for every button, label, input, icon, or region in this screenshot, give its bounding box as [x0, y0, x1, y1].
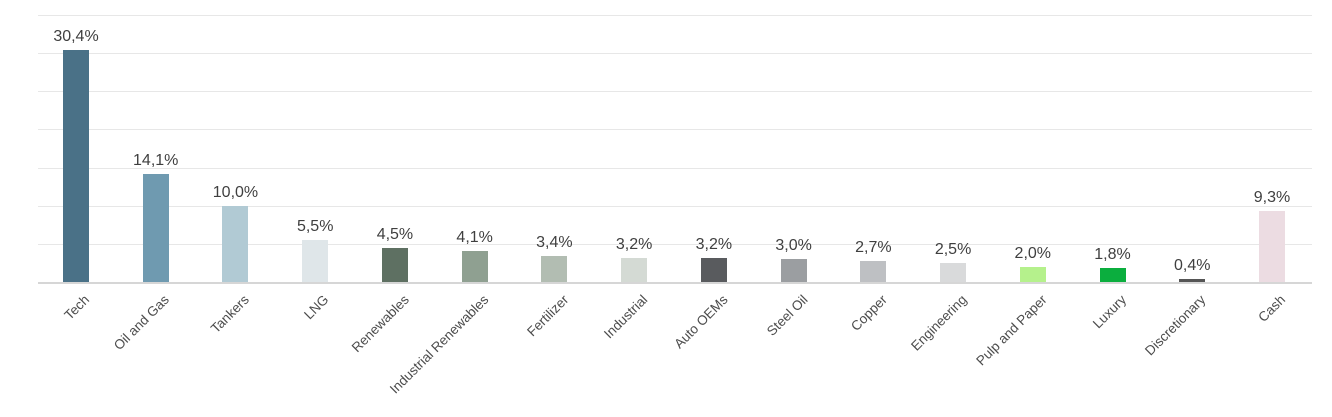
x-axis-label: Tankers — [208, 292, 253, 337]
bar-fertilizer — [541, 256, 568, 282]
bar-copper — [860, 261, 887, 282]
bar-cash — [1258, 211, 1285, 282]
bar-value-label: 30,4% — [53, 28, 99, 46]
bar-value-label: 5,5% — [296, 218, 334, 236]
bar-value-label: 1,8% — [1094, 246, 1131, 264]
x-axis-label: Oil and Gas — [111, 292, 173, 354]
bar-lng — [302, 240, 329, 282]
x-axis-label: Copper — [848, 292, 890, 334]
gridline — [38, 205, 1312, 207]
bar-pulp-and-paper — [1019, 266, 1046, 282]
bar-value-label: 14,1% — [133, 152, 179, 170]
x-axis-label: Discretionary — [1142, 292, 1209, 359]
bar-value-label: 0,4% — [1174, 256, 1211, 274]
x-axis-label: Cash — [1255, 292, 1289, 325]
gridline — [38, 53, 1312, 55]
bar-value-label: 3,4% — [536, 234, 573, 252]
bar-renewables — [381, 247, 408, 282]
bar-luxury — [1099, 268, 1126, 282]
x-axis-label: Renewables — [348, 292, 412, 356]
bar-value-label: 3,0% — [775, 237, 812, 255]
bar-value-label: 2,7% — [855, 239, 892, 257]
bar-discretionary — [1179, 278, 1206, 282]
bar-value-label: 3,2% — [695, 235, 733, 253]
x-axis-line — [38, 282, 1312, 284]
bar-auto-oems — [700, 257, 727, 282]
bar-tech — [63, 50, 89, 282]
x-axis-label: Luxury — [1089, 292, 1130, 332]
x-axis-label: LNG — [301, 292, 332, 323]
bar-value-label: 2,0% — [1014, 244, 1052, 262]
x-axis-label: Engineering — [908, 292, 970, 354]
x-axis-label: Tech — [61, 292, 93, 323]
bar-value-label: 9,3% — [1253, 189, 1291, 207]
gridline — [38, 91, 1312, 93]
gridline — [38, 129, 1312, 131]
bar-industrial — [621, 257, 648, 282]
x-axis-label: Pulp and Paper — [972, 292, 1050, 369]
bar-oil-and-gas — [142, 174, 169, 282]
gridline — [38, 243, 1312, 245]
x-axis-label: Industrial — [601, 292, 651, 342]
bar-value-label: 10,0% — [212, 183, 259, 201]
x-axis-label: Auto OEMs — [671, 292, 731, 352]
gridline — [38, 15, 1312, 16]
x-axis-label: Fertilizer — [523, 292, 572, 340]
bar-value-label: 4,5% — [376, 225, 414, 243]
bar-industrial-renewables — [461, 250, 488, 282]
bar-tankers — [222, 205, 249, 282]
x-axis-label: Steel Oil — [763, 292, 811, 339]
bar-engineering — [940, 262, 967, 282]
bar-steel-oil — [780, 259, 807, 282]
bar-value-label: 2,5% — [934, 240, 972, 258]
gridline — [38, 167, 1312, 169]
bar-value-label: 3,2% — [615, 235, 653, 253]
bar-value-label: 4,1% — [456, 228, 493, 246]
